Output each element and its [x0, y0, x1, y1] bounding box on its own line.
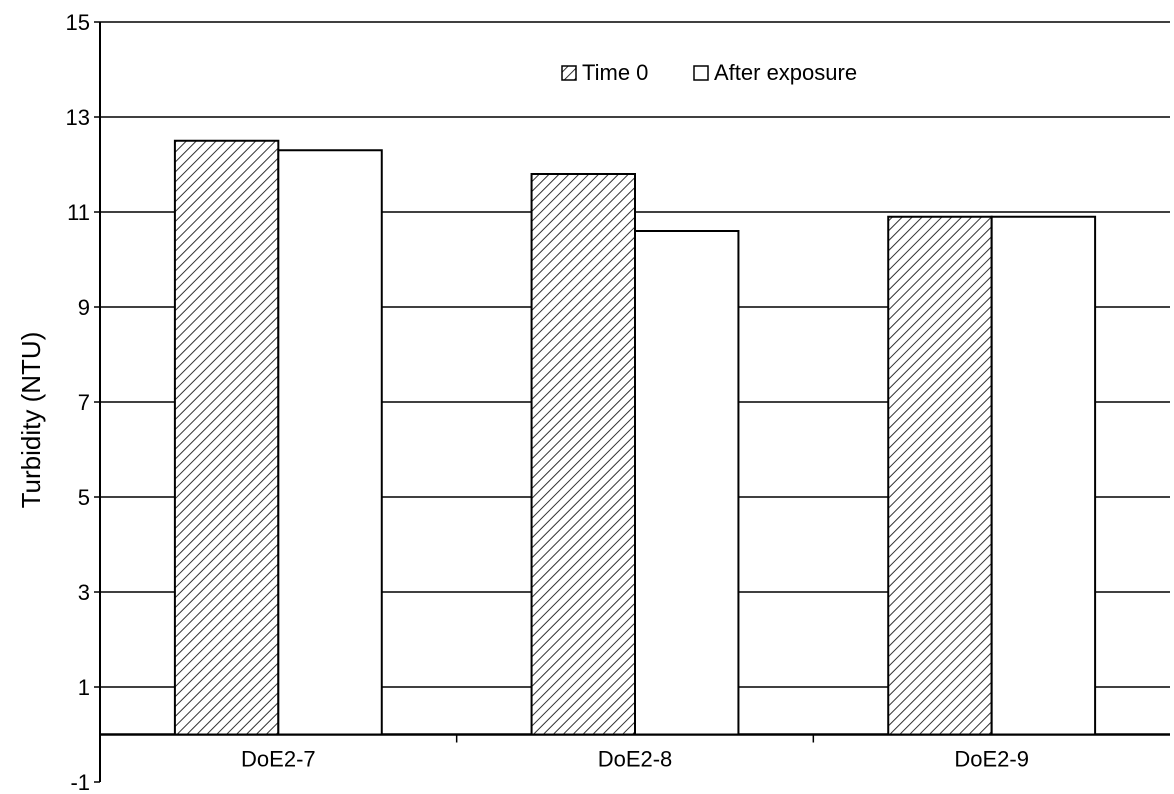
bar-after-exposure: [990, 215, 1097, 736]
legend-swatch-after-exposure: [693, 65, 709, 81]
bar-after-exposure: [277, 149, 383, 736]
y-tick-label: 3: [78, 580, 90, 605]
y-axis-label: Turbidity (NTU): [16, 332, 46, 509]
bars: [173, 139, 1097, 736]
bar-time-0: [887, 215, 993, 736]
x-category-label: DoE2-9: [954, 747, 1029, 772]
y-tick-label: 11: [67, 200, 90, 225]
legend-swatch-time-0: [561, 65, 577, 81]
y-tick-label: 7: [78, 390, 90, 415]
y-tick-label: 1: [78, 675, 90, 700]
y-tick-label: 5: [78, 485, 90, 510]
x-category-label: DoE2-7: [241, 747, 316, 772]
legend-label-after-exposure: After exposure: [714, 60, 857, 85]
y-tick-label: -1: [70, 770, 90, 794]
legend-label-time-0: Time 0: [582, 60, 648, 85]
bar-after-exposure: [634, 230, 740, 736]
y-tick-label: 9: [78, 295, 90, 320]
legend: Time 0 After exposure: [561, 60, 857, 85]
x-category-label: DoE2-8: [598, 747, 673, 772]
bar-time-0: [173, 139, 280, 736]
y-tick-label: 15: [66, 10, 90, 35]
y-tick-label: 13: [66, 105, 90, 130]
bar-time-0: [530, 173, 636, 736]
